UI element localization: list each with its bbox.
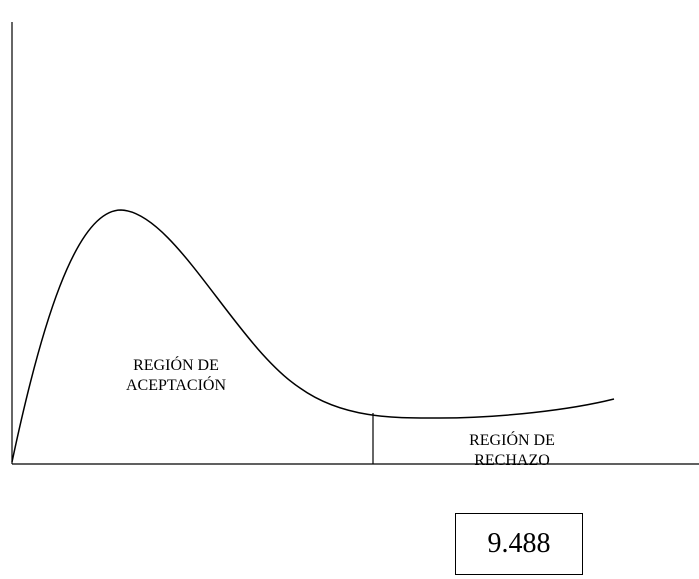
acceptance-region-line2: ACEPTACIÓN [125, 377, 227, 394]
density-curve [11, 209, 615, 463]
acceptance-region-label: REGIÓN DE ACEPTACIÓN [110, 356, 242, 396]
acceptance-region-line1: REGIÓN DE [133, 357, 219, 374]
critical-value: 9.488 [487, 528, 551, 559]
critical-value-box: 9.488 [455, 513, 583, 575]
rejection-region-line2: RECHAZO [474, 452, 550, 469]
rejection-region-label: REGIÓN DE RECHAZO [446, 431, 578, 471]
rejection-region-line1: REGIÓN DE [469, 432, 555, 449]
